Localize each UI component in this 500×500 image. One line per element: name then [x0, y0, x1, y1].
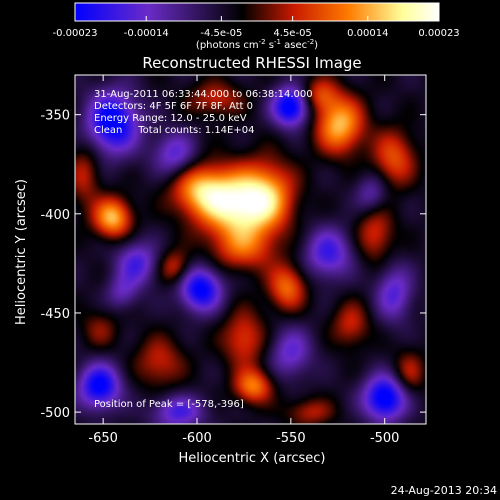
colorbar-tick-label: 0.00014: [347, 28, 388, 39]
x-axis-ticks: -650 -600 -550 -500: [88, 75, 399, 446]
x-tick-label: -550: [276, 431, 306, 446]
annotation-detectors: Detectors: 4F 5F 6F 7F 8F, Att 0: [94, 101, 253, 112]
heatmap-image: [75, 75, 426, 424]
colorbar-gradient: [74, 2, 440, 22]
y-axis-label: Heliocentric Y (arcsec): [14, 179, 29, 325]
y-tick-label: -400: [40, 208, 70, 223]
chart-title: Reconstructed RHESSI Image: [142, 54, 361, 72]
y-tick-label: -500: [40, 406, 70, 421]
colorbar-units: (photons cm-2 s-1 asec-2): [196, 38, 318, 51]
colorbar-tick-label: 0.00023: [418, 28, 459, 39]
y-tick-label: -450: [40, 307, 70, 322]
y-tick-label: -350: [40, 109, 70, 124]
colorbar-tick-label: -0.00023: [53, 28, 98, 39]
colorbar-tick-label: 4.5e-05: [273, 28, 311, 39]
plot-area: [75, 75, 426, 424]
colorbar: -0.00023 -0.00014 -4.5e-05 4.5e-05 0.00014 0.…: [53, 2, 460, 51]
colorbar-tick-label: -4.5e-05: [200, 28, 242, 39]
plot-frame: [74, 74, 427, 425]
annotation-time-range: 31-Aug-2011 06:33:44.000 to 06:38:14.000: [94, 89, 313, 100]
peak-position-label: Position of Peak = [-578,-396]: [94, 399, 244, 410]
x-tick-label: -500: [370, 431, 400, 446]
annotation-energy-range: Energy Range: 12.0 - 25.0 keV: [94, 113, 247, 124]
timestamp: 24-Aug-2013 20:34: [391, 484, 497, 497]
colorbar-tick-label: -0.00014: [124, 28, 169, 39]
colorbar-ticks: -0.00023 -0.00014 -4.5e-05 4.5e-05 0.00014 0.…: [53, 16, 460, 39]
x-axis-label: Heliocentric X (arcsec): [179, 451, 326, 466]
annotation-block: 31-Aug-2011 06:33:44.000 to 06:38:14.000…: [94, 89, 313, 136]
y-axis-ticks: -350 -400 -450 -500: [40, 109, 426, 421]
x-tick-label: -650: [88, 431, 118, 446]
x-tick-label: -600: [182, 431, 212, 446]
annotation-clean-counts: Clean Total counts: 1.14E+04: [94, 125, 254, 136]
